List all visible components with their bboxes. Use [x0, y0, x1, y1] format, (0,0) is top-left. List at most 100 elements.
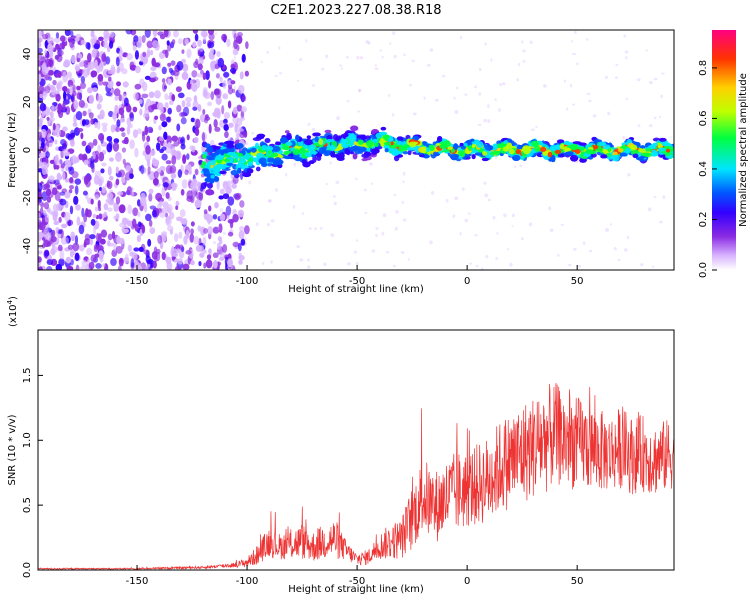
spectrogram-noise-blob: [163, 30, 169, 38]
spectrogram-speckle: [474, 234, 478, 237]
spectrogram-noise-blob: [134, 50, 140, 60]
spectrogram-noise-blob: [176, 61, 184, 71]
spectrogram-signal-blob: [624, 147, 632, 153]
spectrogram-noise-blob: [86, 209, 92, 218]
spectrogram-noise-blob: [177, 258, 183, 265]
spectrogram-speckle: [357, 110, 361, 113]
spectrogram-noise-blob: [179, 244, 184, 251]
spectrogram-noise-blob: [123, 136, 129, 145]
spectrogram-noise-blob: [181, 58, 187, 64]
spectrogram-signal-blob: [218, 170, 227, 174]
spectrogram-noise-blob: [148, 193, 153, 202]
spectrogram-noise-blob: [46, 259, 54, 266]
spectrogram-signal-blob: [557, 153, 565, 158]
spectrogram-noise-blob: [202, 36, 207, 44]
spectrogram-speckle: [382, 213, 387, 218]
spectrogram-noise-blob: [205, 70, 210, 81]
spectrogram-noise-blob: [109, 31, 115, 38]
x-tick-label: -50: [349, 576, 365, 587]
spectrogram-noise-blob: [88, 94, 95, 104]
spectrogram-speckle: [212, 241, 217, 245]
spectrogram-signal-blob: [372, 138, 379, 143]
spectrogram-noise-blob: [196, 73, 204, 78]
spectrogram-speckle: [412, 112, 417, 116]
spectrogram-noise-blob: [94, 59, 98, 70]
spectrogram-noise-blob: [112, 142, 120, 152]
spectrogram-noise-blob: [132, 106, 138, 113]
spectrogram-noise-blob: [55, 93, 61, 102]
spectrogram-noise-blob: [192, 106, 198, 111]
spectrogram-noise-blob: [61, 143, 67, 150]
spectrogram-noise-blob: [227, 231, 234, 237]
spectrogram-noise-blob: [224, 131, 229, 139]
spectrogram-signal-blob: [606, 152, 611, 158]
spectrogram-signal-blob: [498, 143, 507, 147]
spectrogram-speckle: [511, 213, 516, 218]
x-tick-label: 50: [571, 576, 584, 587]
spectrogram-noise-blob: [62, 150, 66, 157]
spectrogram-noise-blob: [159, 165, 166, 172]
spectrogram-signal-blob: [273, 160, 278, 167]
spectrogram-signal-blob: [357, 139, 364, 145]
spectrogram-signal-blob: [638, 148, 644, 153]
spectrogram-noise-blob: [216, 180, 220, 190]
spectrogram-noise-blob: [76, 57, 81, 63]
spectrogram-noise-blob: [233, 32, 237, 42]
spectrogram-noise-blob: [146, 40, 154, 49]
spectrogram-noise-blob: [48, 118, 54, 124]
spectrogram-signal-blob: [314, 136, 319, 142]
spectrogram-speckle: [647, 207, 652, 212]
spectrogram-noise-blob: [188, 169, 192, 175]
spectrogram-noise-blob: [59, 198, 67, 206]
y-tick-label: -40: [22, 238, 33, 254]
spectrogram-noise-blob: [161, 153, 168, 161]
spectrogram-noise-blob: [84, 233, 91, 241]
spectrogram-noise-blob: [99, 109, 105, 120]
spectrogram-signal-blob: [312, 132, 321, 137]
spectrogram-noise-blob: [214, 126, 221, 132]
spectrogram-speckle: [492, 215, 496, 220]
spectrogram-speckle: [333, 201, 337, 206]
spectrogram-noise-blob: [58, 216, 62, 223]
spectrogram-speckle: [623, 34, 627, 38]
spectrogram-signal-blob: [267, 162, 272, 167]
spectrogram-signal-blob: [202, 168, 210, 173]
spectrogram-noise-blob: [38, 124, 42, 131]
spectrogram-signal-blob: [280, 136, 288, 144]
spectrogram-speckle: [321, 67, 325, 71]
spectrogram-signal-blob: [344, 148, 350, 155]
spectrogram-noise-blob: [129, 139, 135, 150]
spectrogram-noise-blob: [111, 230, 116, 240]
spectrogram-signal-blob: [299, 147, 306, 154]
spectrogram-signal-blob: [658, 137, 667, 142]
spectrogram-noise-blob: [170, 60, 176, 66]
spectrogram-noise-blob: [38, 212, 41, 219]
spectrogram-signal-blob: [375, 132, 383, 139]
spectrogram-noise-blob: [175, 248, 181, 254]
spectrogram-noise-blob: [140, 164, 145, 175]
spectrogram-speckle: [625, 97, 629, 100]
spectrogram-speckle: [484, 193, 489, 198]
spectrogram-signal-blob: [629, 144, 638, 151]
spectrogram-noise-blob: [241, 53, 246, 63]
spectrogram-noise-blob: [89, 237, 94, 246]
spectrogram-signal-blob: [281, 146, 291, 151]
spectrogram-noise-blob: [241, 106, 247, 113]
spectrogram-speckle: [299, 57, 303, 62]
spectrogram-signal-blob: [235, 142, 244, 149]
spectrogram-noise-blob: [170, 145, 175, 154]
spectrogram-speckle: [407, 258, 410, 261]
spectrogram-noise-blob: [72, 250, 76, 256]
spectrogram-noise-blob: [38, 70, 41, 75]
spectrogram-noise-blob: [151, 103, 159, 110]
spectrogram-noise-blob: [100, 168, 105, 174]
spectrogram-speckle: [381, 56, 384, 59]
spectrogram-noise-blob: [194, 168, 199, 176]
spectrogram-noise-blob: [38, 36, 44, 43]
spectrogram-noise-blob: [218, 223, 223, 234]
spectrogram-noise-blob: [79, 61, 84, 67]
spectrogram-noise-blob: [180, 188, 185, 196]
spectrogram-noise-blob: [177, 169, 183, 178]
spectrogram-noise-blob: [240, 116, 246, 121]
spectrogram-signal-blob: [251, 157, 259, 162]
